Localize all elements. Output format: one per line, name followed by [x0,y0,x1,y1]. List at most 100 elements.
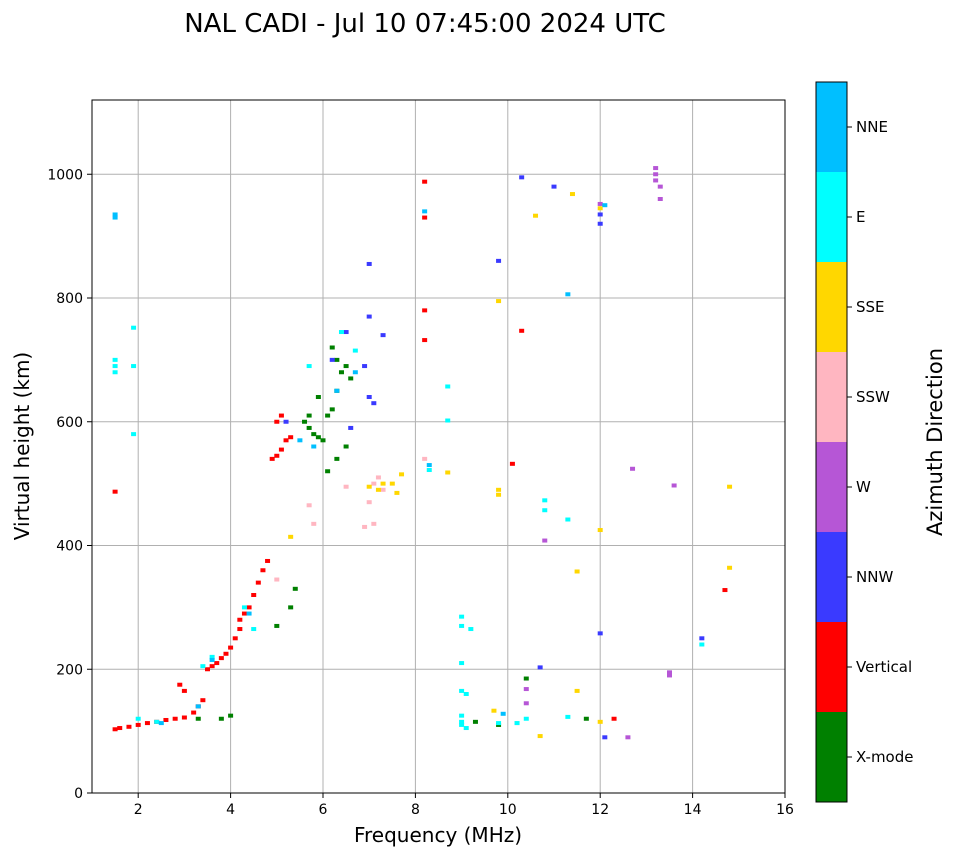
data-point-e [445,384,451,389]
colorbar-tick-label: W [856,478,871,496]
data-point-e [459,719,465,724]
data-point-x-mode [315,435,321,440]
data-point-sse [491,708,497,713]
data-point-vertical [278,447,284,452]
data-point-vertical [144,721,150,726]
data-point-vertical [278,413,284,418]
data-point-ssw [362,524,368,529]
data-point-e [523,716,529,721]
data-point-w [667,673,672,678]
data-point-nnw [699,636,705,641]
x-tick-label: 8 [411,802,420,818]
data-point-nne [602,203,608,208]
data-point-sse [727,484,733,489]
data-point-w [653,172,659,177]
data-point-nne [297,438,303,443]
data-point-vertical [117,726,123,731]
colorbar-tick-label: NNW [856,568,893,586]
data-point-nne [158,721,164,726]
data-point-sse [389,481,395,486]
data-point-e [154,719,160,724]
data-point-vertical [519,328,525,333]
data-point-sse [574,569,580,574]
data-point-vertical [274,419,280,424]
colorbar-tick-label: SSE [856,298,885,316]
data-point-x-mode [329,345,335,350]
data-point-e [459,713,465,718]
data-point-vertical [241,611,247,616]
x-tick-label: 16 [776,802,794,818]
data-point-w [667,670,672,675]
data-point-sse [496,492,502,497]
data-point-nnw [362,364,368,369]
data-point-sse [569,192,575,197]
data-point-vertical [255,580,261,585]
data-point-nne [334,388,340,393]
data-point-nnw [366,261,372,266]
colorbar-tick-label: SSW [856,388,890,406]
data-point-nnw [371,401,377,406]
data-point-e [459,614,465,619]
data-point-vertical [611,716,617,721]
data-point-vertical [172,716,178,721]
data-point-vertical [228,645,234,650]
data-point-vertical [251,593,257,597]
data-point-vertical [283,438,289,443]
data-point-nne [565,292,571,297]
data-point-x-mode [315,395,321,399]
data-point-sse [727,565,733,570]
data-point-e [459,661,465,666]
data-point-nne [352,370,358,375]
data-point-ssw [343,484,349,489]
data-point-x-mode [472,719,478,724]
data-point-ssw [422,456,428,461]
data-point-x-mode [338,370,344,375]
plot-background [92,100,785,793]
data-point-w [671,483,677,488]
data-point-sse [597,206,603,211]
x-tick-label: 12 [591,802,609,818]
data-point-ssw [306,503,312,508]
data-point-nnw [597,221,603,226]
data-point-e [565,714,571,719]
data-point-x-mode [311,432,317,437]
data-point-vertical [163,717,169,722]
data-point-nne [209,657,215,662]
data-point-vertical [237,627,243,632]
data-point-sse [375,487,381,492]
plot-frame [91,99,786,794]
data-point-nne [500,711,506,716]
data-point-nnw [343,330,349,335]
chart-title: NAL CADI - Jul 10 07:45:00 2024 UTC [184,9,666,39]
data-point-vertical [223,651,229,656]
plot-area: 2 4 6 8 10 12 14 16 0 200 400 600 800 1000 [47,99,794,818]
y-tick-label: 800 [56,291,83,307]
data-point-sse [380,481,386,486]
data-point-e [131,325,137,330]
data-point-vertical [274,453,280,458]
data-point-nnw [366,314,372,319]
x-axis-label: Frequency (MHz) [354,823,522,847]
data-point-ssw [371,481,377,486]
y-tick-label: 0 [74,786,83,802]
data-point-nnw [551,184,557,189]
data-point-e [496,721,502,726]
colorbar-segment [816,82,847,172]
data-point-e [112,364,118,369]
colorbar-tick-label: E [856,208,865,226]
data-point-x-mode [343,444,349,449]
data-point-w [625,735,631,740]
data-point-e [459,623,465,628]
data-point-nnw [519,175,525,180]
data-point-e [251,627,257,632]
data-point-vertical [246,605,252,610]
data-point-x-mode [228,713,234,718]
data-point-nne [426,463,432,468]
data-point-sse [394,490,400,495]
data-point-sse [597,719,603,724]
data-point-sse [288,534,294,539]
data-point-nnw [366,395,372,399]
data-point-vertical [422,308,428,313]
colorbar-segment [816,262,847,352]
